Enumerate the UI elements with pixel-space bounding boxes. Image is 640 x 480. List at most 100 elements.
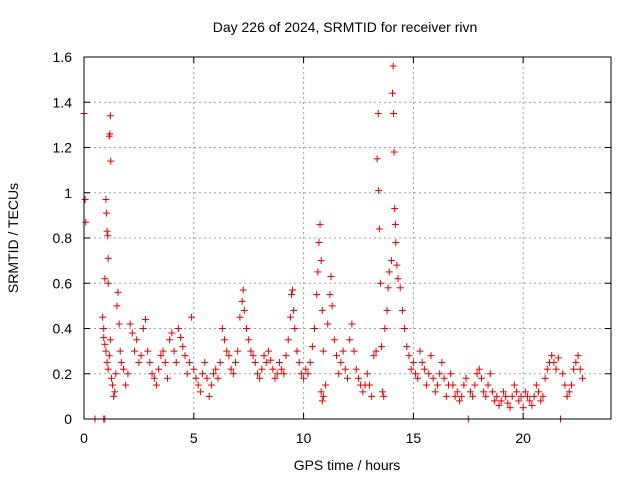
data-point (375, 186, 383, 194)
data-point (256, 374, 264, 382)
data-point (535, 388, 543, 396)
data-point (273, 370, 281, 378)
data-point (466, 388, 474, 396)
data-point (359, 388, 367, 396)
data-point (389, 62, 397, 70)
data-point (275, 358, 283, 366)
data-point (508, 392, 516, 400)
data-point (242, 325, 250, 332)
data-point (113, 302, 121, 310)
data-point (102, 209, 110, 217)
data-point (473, 370, 481, 378)
data-point (258, 365, 266, 373)
data-point (253, 370, 261, 378)
y-tick-label: 0.4 (53, 321, 73, 337)
data-point (288, 291, 296, 299)
data-point (216, 358, 224, 366)
data-point (103, 358, 111, 366)
data-point (548, 352, 556, 360)
data-point (455, 397, 463, 405)
data-point (412, 370, 420, 378)
data-point (137, 352, 145, 360)
data-point (179, 343, 187, 351)
data-point (109, 381, 117, 389)
data-point (150, 374, 158, 382)
data-point (315, 239, 323, 247)
data-point (161, 358, 169, 366)
data-point (335, 370, 343, 378)
data-point (293, 347, 301, 355)
data-point (110, 392, 118, 400)
data-point (339, 347, 347, 355)
data-point (429, 374, 437, 382)
data-point (105, 352, 113, 360)
data-point (425, 370, 433, 378)
data-point (491, 397, 499, 405)
data-point (135, 358, 143, 366)
data-point (280, 370, 288, 378)
data-point (218, 325, 226, 332)
data-point (341, 365, 349, 373)
data-point (289, 286, 297, 294)
data-point (348, 320, 356, 328)
data-point (101, 340, 109, 348)
x-axis-label: GPS time / hours (294, 457, 401, 473)
data-point (449, 381, 457, 389)
data-point (396, 284, 404, 292)
data-point (350, 347, 358, 355)
data-point (183, 370, 191, 378)
data-point (552, 365, 560, 373)
data-point (249, 352, 257, 360)
data-point (519, 404, 527, 412)
data-point (163, 374, 171, 382)
data-point (409, 358, 417, 366)
data-point (387, 257, 395, 265)
data-point (572, 358, 580, 366)
data-point (447, 370, 455, 378)
data-point (375, 225, 383, 233)
data-point (106, 130, 114, 138)
data-point (390, 110, 398, 118)
data-point (181, 352, 189, 360)
data-point (563, 392, 571, 400)
data-point (314, 268, 322, 276)
y-tick-label: 1 (64, 185, 72, 201)
data-point (567, 381, 575, 389)
data-point (530, 392, 538, 400)
data-point (370, 352, 378, 360)
data-point (284, 336, 292, 344)
data-point (319, 392, 327, 400)
data-point (106, 336, 114, 344)
data-point (185, 358, 193, 366)
data-point (318, 397, 326, 405)
data-point (131, 347, 139, 355)
data-point (238, 297, 246, 305)
data-points (80, 62, 586, 423)
data-point (317, 388, 325, 396)
data-point (532, 381, 540, 389)
data-point (385, 268, 393, 276)
data-point (394, 275, 402, 283)
data-point (144, 347, 152, 355)
data-point (391, 205, 399, 213)
data-point (304, 370, 312, 378)
data-point (576, 365, 584, 373)
data-point (537, 397, 545, 405)
data-point (192, 374, 200, 382)
y-axis-label: SRMTID / TECUs (5, 183, 21, 293)
data-point (393, 261, 401, 269)
data-point (104, 254, 112, 262)
data-point (239, 286, 247, 294)
data-point (122, 381, 130, 389)
data-point (438, 358, 446, 366)
data-point (526, 397, 534, 405)
data-point (344, 374, 351, 382)
data-point (405, 352, 413, 360)
data-point (368, 392, 376, 400)
data-point (486, 370, 494, 378)
data-point (124, 370, 132, 378)
data-point (81, 196, 89, 204)
data-point (199, 370, 207, 378)
data-point (317, 257, 325, 265)
data-point (240, 306, 248, 314)
